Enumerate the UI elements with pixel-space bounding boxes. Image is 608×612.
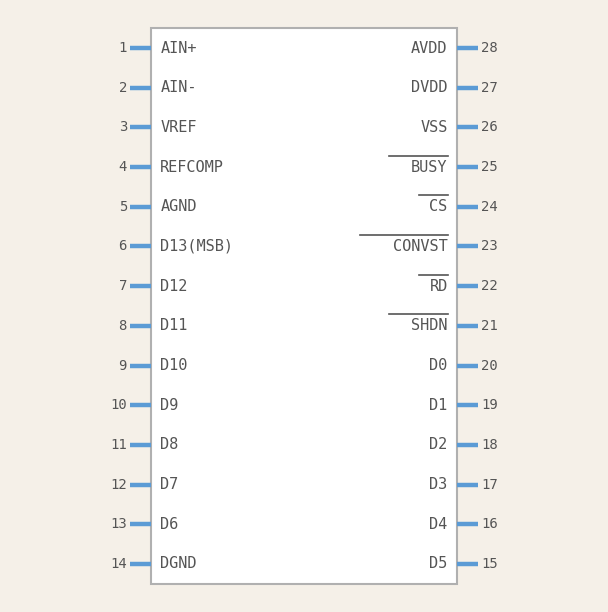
Text: D3: D3 — [429, 477, 447, 492]
Text: CONVST: CONVST — [393, 239, 447, 254]
Text: RD: RD — [429, 278, 447, 294]
Text: 1: 1 — [119, 41, 127, 55]
Text: 3: 3 — [119, 121, 127, 135]
Text: 23: 23 — [481, 239, 498, 253]
Text: 7: 7 — [119, 279, 127, 293]
Text: 17: 17 — [481, 477, 498, 491]
Text: D6: D6 — [161, 517, 179, 532]
Text: D4: D4 — [429, 517, 447, 532]
Text: D2: D2 — [429, 438, 447, 452]
Text: 8: 8 — [119, 319, 127, 333]
Text: 26: 26 — [481, 121, 498, 135]
Text: 16: 16 — [481, 517, 498, 531]
Text: BUSY: BUSY — [411, 160, 447, 174]
Text: DGND: DGND — [161, 556, 197, 572]
Text: 19: 19 — [481, 398, 498, 412]
Text: 27: 27 — [481, 81, 498, 95]
Text: D11: D11 — [161, 318, 188, 334]
Text: 24: 24 — [481, 200, 498, 214]
Text: 9: 9 — [119, 359, 127, 373]
Text: 18: 18 — [481, 438, 498, 452]
Text: D1: D1 — [429, 398, 447, 412]
Text: 14: 14 — [110, 557, 127, 571]
Text: AIN+: AIN+ — [161, 40, 197, 56]
Text: 4: 4 — [119, 160, 127, 174]
Bar — [151, 28, 457, 584]
Text: D7: D7 — [161, 477, 179, 492]
Text: 10: 10 — [110, 398, 127, 412]
Text: REFCOMP: REFCOMP — [161, 160, 224, 174]
Text: D10: D10 — [161, 358, 188, 373]
Text: AGND: AGND — [161, 200, 197, 214]
Text: 13: 13 — [110, 517, 127, 531]
Text: VREF: VREF — [161, 120, 197, 135]
Text: 22: 22 — [481, 279, 498, 293]
Text: D9: D9 — [161, 398, 179, 412]
Text: 15: 15 — [481, 557, 498, 571]
Text: 5: 5 — [119, 200, 127, 214]
Text: 28: 28 — [481, 41, 498, 55]
Text: SHDN: SHDN — [411, 318, 447, 334]
Text: 20: 20 — [481, 359, 498, 373]
Text: D13(MSB): D13(MSB) — [161, 239, 233, 254]
Text: 25: 25 — [481, 160, 498, 174]
Text: D8: D8 — [161, 438, 179, 452]
Text: DVDD: DVDD — [411, 80, 447, 95]
Text: D0: D0 — [429, 358, 447, 373]
Text: AVDD: AVDD — [411, 40, 447, 56]
Text: VSS: VSS — [420, 120, 447, 135]
Text: D12: D12 — [161, 278, 188, 294]
Text: D5: D5 — [429, 556, 447, 572]
Text: 6: 6 — [119, 239, 127, 253]
Text: CS: CS — [429, 200, 447, 214]
Text: 12: 12 — [110, 477, 127, 491]
Text: AIN-: AIN- — [161, 80, 197, 95]
Text: 21: 21 — [481, 319, 498, 333]
Text: 2: 2 — [119, 81, 127, 95]
Text: 11: 11 — [110, 438, 127, 452]
